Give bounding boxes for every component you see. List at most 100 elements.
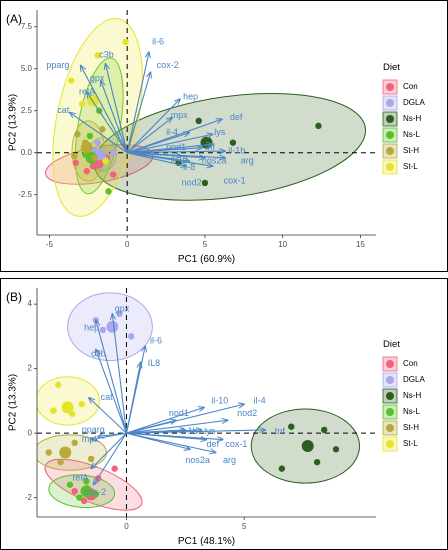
x-axis-title: PC1 (60.9%) bbox=[178, 254, 235, 265]
loading-label: il-6 bbox=[152, 36, 164, 46]
loading-label: il-6 bbox=[150, 336, 162, 346]
loading-arrow bbox=[94, 432, 127, 485]
loading-label: pparg bbox=[82, 424, 105, 434]
loading-label: hep bbox=[84, 323, 99, 333]
data-point-ns-l bbox=[105, 188, 112, 195]
y-tick-label: 0 bbox=[28, 428, 33, 437]
legend-entry: Ns-L bbox=[403, 407, 420, 416]
loading-label: il-10 bbox=[171, 154, 188, 164]
legend-entry: Ns-H bbox=[403, 114, 421, 123]
loading-arrow bbox=[127, 133, 189, 154]
chart-panel-1: (A) pparg c3b gpx relA cat il-6 cox-2 hep mpx defl… bbox=[0, 0, 448, 272]
y-tick-label: -2.5 bbox=[18, 190, 32, 199]
loading-label: nos2a bbox=[202, 155, 227, 165]
data-point-ns-l bbox=[86, 132, 94, 140]
data-point-dgla bbox=[116, 310, 123, 318]
loading-arrow bbox=[96, 349, 127, 434]
y-axis-title: PC2 (13.9%) bbox=[8, 94, 19, 151]
loading-label: pparg bbox=[46, 60, 69, 70]
data-point-ns-h bbox=[313, 458, 321, 466]
loading-label: def bbox=[230, 112, 243, 122]
data-point-st-l bbox=[78, 400, 85, 408]
data-point-ns-h bbox=[195, 117, 202, 125]
legend-key-dot bbox=[386, 83, 394, 91]
loading-arrow bbox=[87, 92, 128, 154]
data-point-con bbox=[111, 465, 118, 472]
group-centroid-st-h bbox=[80, 141, 93, 154]
loading-label: lys bbox=[214, 127, 225, 137]
loading-arrow bbox=[112, 314, 128, 434]
loading-label: il-10 bbox=[211, 395, 228, 405]
y-tick-label: 4 bbox=[28, 299, 33, 308]
loading-label: cat bbox=[101, 392, 114, 402]
data-point-ns-h bbox=[229, 139, 237, 146]
loading-arrow bbox=[126, 420, 175, 434]
data-point-con bbox=[109, 171, 117, 178]
data-point-dgla bbox=[99, 326, 107, 334]
data-point-ns-h bbox=[201, 179, 209, 187]
loading-label: nod2 bbox=[237, 408, 257, 418]
loading-label: tnf bbox=[205, 142, 216, 152]
panel-label: (A) bbox=[6, 12, 22, 26]
x-tick-label: 5 bbox=[242, 522, 247, 531]
group-centroid-st-h bbox=[59, 446, 72, 459]
legend-entry: St-H bbox=[403, 146, 419, 155]
data-point-st-l bbox=[102, 157, 109, 165]
x-tick-label: 0 bbox=[124, 522, 129, 531]
data-point-dgla bbox=[127, 333, 135, 340]
x-tick-label: 15 bbox=[356, 240, 365, 249]
loading-arrow bbox=[127, 134, 213, 154]
data-point-ns-l bbox=[92, 491, 100, 498]
loading-label: relA bbox=[72, 473, 88, 483]
data-point-st-l bbox=[78, 100, 86, 108]
loading-arrow bbox=[105, 64, 128, 153]
loading-arrow bbox=[81, 65, 128, 153]
ellipse-st-l bbox=[52, 18, 143, 217]
loading-arrow bbox=[126, 432, 215, 452]
loading-arrow bbox=[125, 362, 140, 434]
loading-label: nod2 bbox=[182, 177, 202, 187]
legend-entry: St-H bbox=[403, 423, 419, 432]
legend-entry: DGLA bbox=[403, 98, 425, 107]
data-point-con bbox=[83, 167, 90, 175]
x-tick-label: -5 bbox=[46, 240, 54, 249]
loading-label: tnf bbox=[275, 426, 286, 436]
data-point-st-h bbox=[71, 439, 78, 447]
group-centroid-st-l bbox=[61, 401, 74, 414]
loading-label: gpx bbox=[115, 303, 130, 313]
loading-arrow bbox=[126, 407, 204, 434]
loading-arrow bbox=[127, 144, 213, 154]
legend-title: Diet bbox=[383, 339, 400, 350]
data-point-st-h bbox=[57, 458, 64, 466]
loading-arrow bbox=[127, 151, 225, 153]
legend-entry: Ns-H bbox=[403, 391, 421, 400]
loading-arrow bbox=[91, 432, 127, 439]
data-point-con bbox=[80, 497, 88, 505]
data-point-st-h bbox=[45, 449, 52, 456]
y-tick-label: -2 bbox=[25, 493, 33, 502]
data-point-st-l bbox=[68, 77, 75, 84]
legend-entry: DGLA bbox=[403, 375, 425, 384]
x-tick-label: 0 bbox=[125, 240, 130, 249]
loading-label: cox-1 bbox=[224, 176, 246, 186]
loading-label: gpx bbox=[90, 73, 105, 83]
legend-entry: Ns-L bbox=[403, 130, 420, 139]
data-point-st-l bbox=[94, 52, 101, 59]
loading-label: cox-2 bbox=[84, 487, 106, 497]
legend-title: Diet bbox=[383, 62, 400, 73]
data-point-con bbox=[71, 487, 78, 495]
y-tick-label: 7.5 bbox=[21, 22, 33, 31]
loading-arrow bbox=[126, 52, 149, 153]
data-point-st-h bbox=[87, 455, 95, 463]
data-point-ns-h bbox=[278, 465, 286, 472]
loading-label: arg bbox=[223, 455, 236, 465]
loading-label: relA bbox=[79, 87, 95, 97]
legend-key-dot bbox=[386, 376, 394, 384]
data-point-ns-h bbox=[288, 423, 295, 430]
y-axis-title: PC2 (13.3%) bbox=[8, 374, 19, 431]
x-axis-title: PC1 (48.1%) bbox=[178, 536, 235, 547]
loading-label: il-4 bbox=[254, 395, 266, 405]
ellipse-st-l bbox=[37, 376, 100, 426]
